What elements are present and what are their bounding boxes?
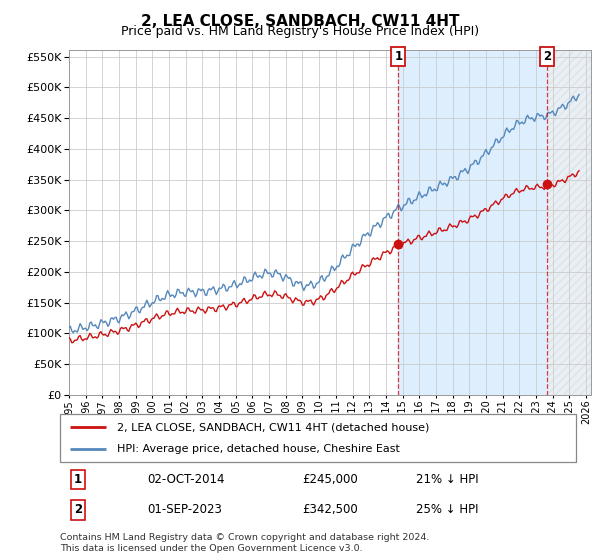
Bar: [547, 50, 591, 395]
Text: 02-OCT-2014: 02-OCT-2014: [148, 473, 225, 486]
Text: 2, LEA CLOSE, SANDBACH, CW11 4HT: 2, LEA CLOSE, SANDBACH, CW11 4HT: [141, 14, 459, 29]
Bar: [398, 50, 547, 395]
Text: 2: 2: [543, 50, 551, 63]
Text: 21% ↓ HPI: 21% ↓ HPI: [416, 473, 479, 486]
Text: Contains HM Land Registry data © Crown copyright and database right 2024.
This d: Contains HM Land Registry data © Crown c…: [60, 533, 430, 553]
Text: 2: 2: [74, 503, 82, 516]
Bar: [547, 50, 591, 395]
Text: Price paid vs. HM Land Registry's House Price Index (HPI): Price paid vs. HM Land Registry's House …: [121, 25, 479, 38]
Text: 25% ↓ HPI: 25% ↓ HPI: [416, 503, 479, 516]
Text: 01-SEP-2023: 01-SEP-2023: [148, 503, 223, 516]
Text: £245,000: £245,000: [302, 473, 358, 486]
Text: HPI: Average price, detached house, Cheshire East: HPI: Average price, detached house, Ches…: [117, 444, 400, 454]
Text: 1: 1: [74, 473, 82, 486]
Text: £342,500: £342,500: [302, 503, 358, 516]
Text: 1: 1: [394, 50, 403, 63]
FancyBboxPatch shape: [60, 414, 576, 462]
Text: 2, LEA CLOSE, SANDBACH, CW11 4HT (detached house): 2, LEA CLOSE, SANDBACH, CW11 4HT (detach…: [117, 422, 429, 432]
